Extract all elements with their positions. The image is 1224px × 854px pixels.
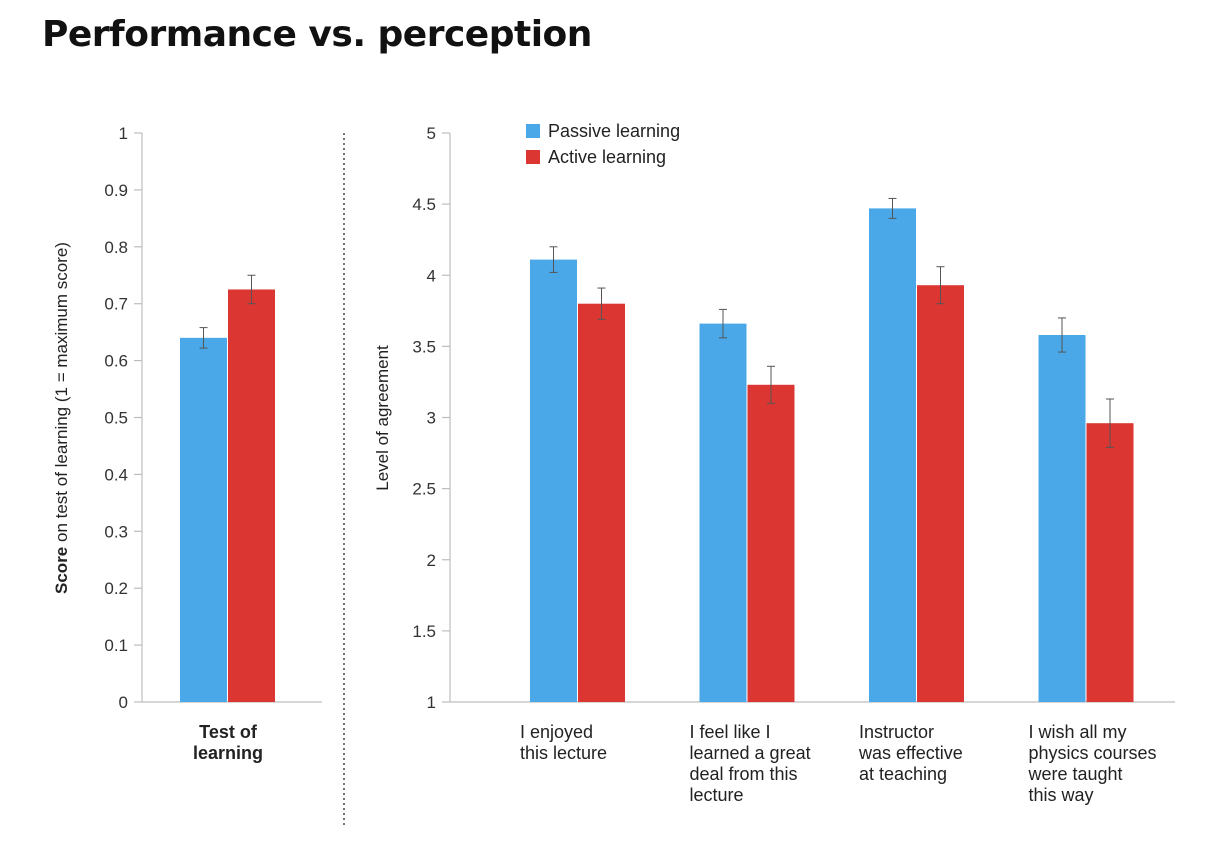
y-tick-label: 2.5 xyxy=(412,480,436,499)
legend-swatch-passive xyxy=(526,124,540,138)
x-category-label: lecture xyxy=(690,785,744,805)
chart-legend: Passive learning Active learning xyxy=(526,118,680,170)
x-category-label: I enjoyed xyxy=(520,722,593,742)
legend-label-passive: Passive learning xyxy=(548,120,681,141)
x-category-label: this way xyxy=(1029,785,1094,805)
legend-item-passive: Passive learning xyxy=(526,118,680,144)
y-tick-label: 0.2 xyxy=(104,579,128,598)
legend-label-active: Active learning xyxy=(548,146,667,167)
y-tick-label: 5 xyxy=(427,124,436,143)
bar-active xyxy=(1086,423,1134,702)
bar-passive xyxy=(180,337,227,702)
y-tick-label: 0 xyxy=(119,693,128,712)
bar-passive xyxy=(869,208,916,702)
y-tick-label: 0.3 xyxy=(104,522,128,541)
bar-active xyxy=(228,289,275,702)
y-tick-label: 0.7 xyxy=(104,295,128,314)
y-tick-label: 0.4 xyxy=(104,465,128,484)
y-tick-label: 0.5 xyxy=(104,409,128,428)
x-category-label: this lecture xyxy=(520,743,607,763)
y-tick-label: 0.1 xyxy=(104,636,128,655)
y-tick-label: 3.5 xyxy=(412,337,436,356)
x-category-label: were taught xyxy=(1028,764,1123,784)
y-tick-label: 0.6 xyxy=(104,352,128,371)
x-category-label: Test of xyxy=(199,722,258,742)
x-category-label: Instructor xyxy=(859,722,934,742)
y-tick-label: 4 xyxy=(427,266,436,285)
x-category-label: deal from this xyxy=(690,764,798,784)
bar-active xyxy=(578,303,625,702)
bar-passive xyxy=(1038,334,1086,702)
bar-active xyxy=(747,384,795,702)
bar-passive xyxy=(530,259,577,702)
y-axis-title: Level of agreement xyxy=(373,345,392,491)
y-tick-label: 2 xyxy=(427,551,436,570)
x-category-label: physics courses xyxy=(1029,743,1157,763)
y-axis-title: Score on test of learning (1 = maximum s… xyxy=(52,242,71,594)
y-tick-label: 0.9 xyxy=(104,181,128,200)
y-tick-label: 1 xyxy=(427,693,436,712)
bar-active xyxy=(917,285,964,702)
legend-item-active: Active learning xyxy=(526,144,680,170)
x-category-label: was effective xyxy=(858,743,963,763)
y-tick-label: 4.5 xyxy=(412,195,436,214)
x-category-label: learned a great xyxy=(690,743,811,763)
y-tick-label: 3 xyxy=(427,409,436,428)
x-category-label: learning xyxy=(193,743,263,763)
legend-swatch-active xyxy=(526,150,540,164)
y-tick-label: 1.5 xyxy=(412,622,436,641)
x-category-label: I feel like I xyxy=(690,722,771,742)
y-tick-label: 0.8 xyxy=(104,238,128,257)
page-title: Performance vs. perception xyxy=(42,14,592,55)
x-category-label: at teaching xyxy=(859,764,947,784)
x-category-label: I wish all my xyxy=(1029,722,1127,742)
y-tick-label: 1 xyxy=(119,124,128,143)
bar-passive xyxy=(699,323,747,702)
